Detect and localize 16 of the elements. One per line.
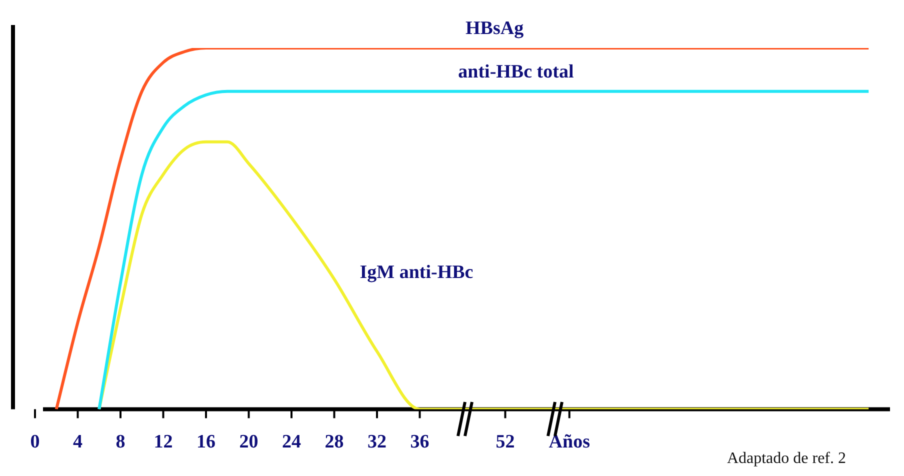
x-tick-label: 24 [282,432,302,453]
x-tick-label: Años [548,432,590,453]
x-tick-label: 52 [496,432,515,453]
series-label: IgM anti-HBc [360,262,474,283]
x-tick-label: 36 [410,432,430,453]
text: Adaptado de ref. 2 [726,450,846,468]
series-label: anti-HBc total [458,61,574,82]
x-tick-label: 12 [154,432,173,453]
x-tick-label: 0 [30,432,40,453]
x-tick-label: 4 [73,432,83,453]
x-tick-label: 32 [368,432,386,453]
series-label: HBsAg [466,18,524,39]
x-tick-label: 8 [116,432,126,453]
x-tick-label: 16 [196,432,216,453]
x-tick-label: 28 [324,432,344,453]
x-tick-label: 20 [239,432,258,453]
